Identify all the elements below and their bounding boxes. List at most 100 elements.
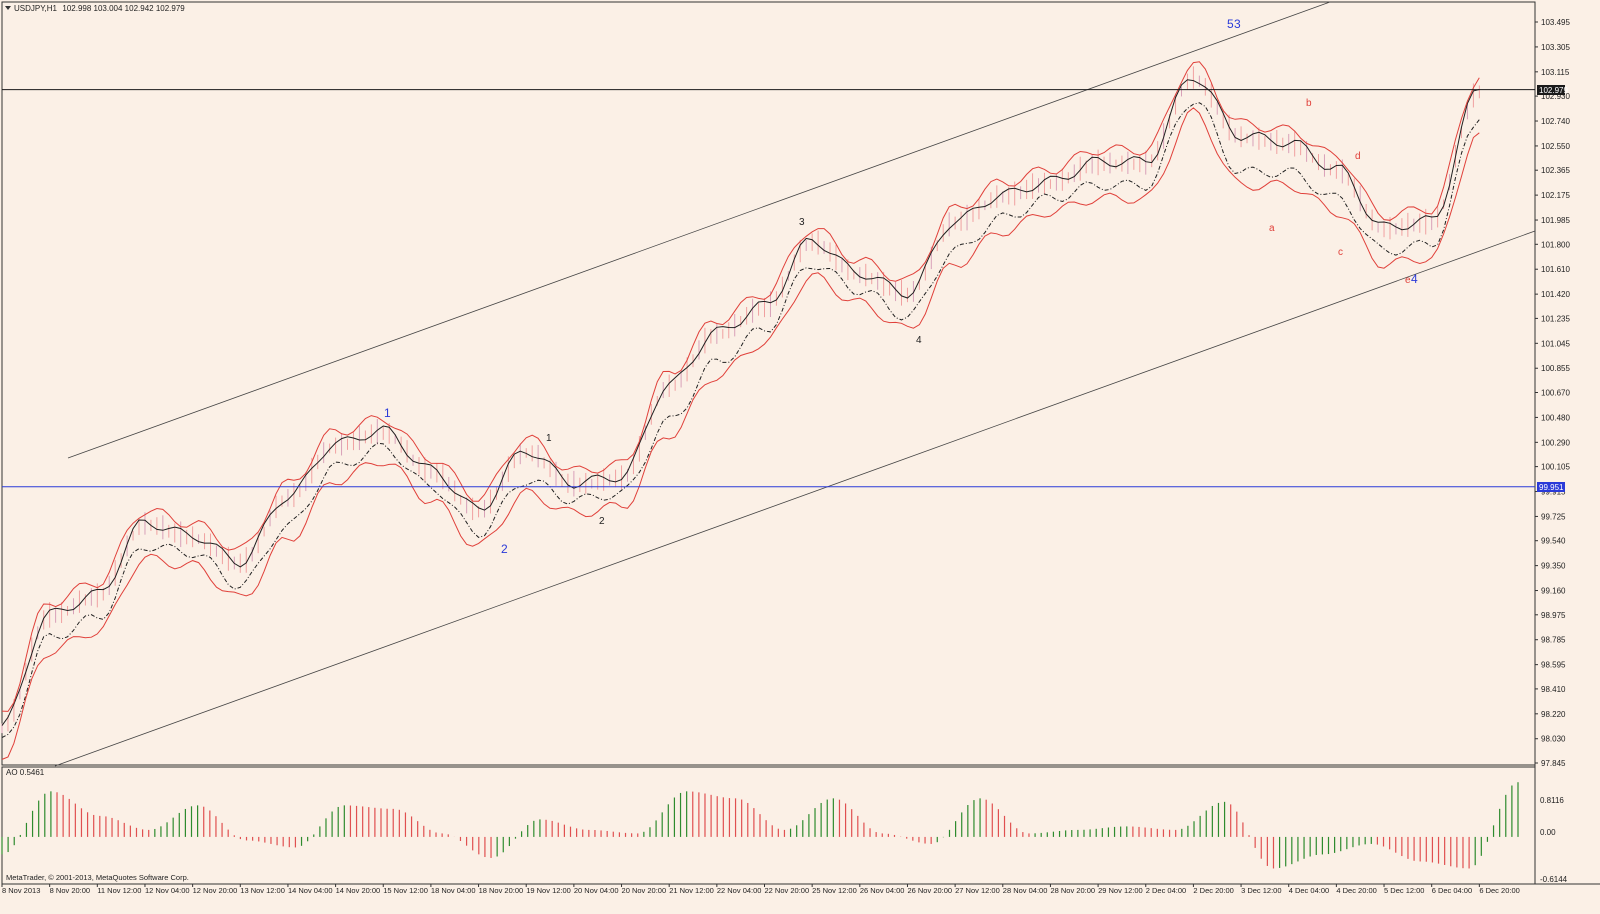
wave-label: 3 [1234, 17, 1241, 31]
price-tick-label: 100.105 [1541, 463, 1570, 472]
time-tick-label: 26 Nov 20:00 [907, 886, 952, 895]
time-tick-label: 18 Nov 20:00 [479, 886, 524, 895]
time-tick-label: 12 Nov 20:00 [193, 886, 238, 895]
price-tick-label: 100.480 [1541, 413, 1570, 422]
support-price-label: 99.951 [1539, 483, 1564, 492]
time-tick-label: 29 Nov 12:00 [1098, 886, 1143, 895]
ao-scale-top: 0.8116 [1540, 796, 1564, 805]
time-tick-label: 26 Nov 04:00 [860, 886, 905, 895]
time-tick-label: 15 Nov 12:00 [383, 886, 428, 895]
current-price-label: 102.979 [1539, 86, 1568, 95]
price-tick-label: 103.495 [1541, 18, 1570, 27]
time-tick-label: 22 Nov 04:00 [717, 886, 762, 895]
price-tick-label: 97.845 [1541, 759, 1566, 768]
time-tick-label: 4 Dec 20:00 [1336, 886, 1376, 895]
price-tick-label: 98.410 [1541, 685, 1566, 694]
ao-scale-bottom: -0.6144 [1540, 875, 1568, 884]
moving-average-lines [1, 61, 1480, 760]
price-tick-label: 103.305 [1541, 43, 1570, 52]
time-tick-label: 12 Nov 04:00 [145, 886, 190, 895]
price-tick-label: 99.160 [1541, 587, 1566, 596]
price-tick-label: 102.175 [1541, 191, 1570, 200]
time-tick-label: 28 Nov 20:00 [1050, 886, 1095, 895]
price-tick-label: 99.915 [1541, 488, 1566, 497]
time-tick-label: 21 Nov 12:00 [669, 886, 714, 895]
time-tick-label: 14 Nov 04:00 [288, 886, 333, 895]
time-tick-label: 14 Nov 20:00 [336, 886, 381, 895]
price-tick-label: 101.800 [1541, 240, 1570, 249]
ao-histogram [1, 782, 1519, 869]
wave-label: a [1269, 223, 1275, 234]
price-tick-label: 102.550 [1541, 142, 1570, 151]
wave-label: b [1306, 98, 1312, 109]
time-tick-label: 8 Nov 2013 [2, 886, 40, 895]
price-tick-label: 100.290 [1541, 438, 1570, 447]
symbol-label: USDJPY,H1 [14, 4, 58, 13]
price-tick-label: 99.725 [1541, 512, 1566, 521]
wave-label: 3 [799, 217, 805, 228]
wave-label: 1 [546, 433, 552, 444]
ao-scale-zero: 0.00 [1540, 828, 1556, 837]
price-tick-label: 100.670 [1541, 389, 1570, 398]
time-axis: 8 Nov 2013 8 Nov 20:00 11 Nov 12:00 12 Nov … [1, 884, 1520, 895]
price-tick-label: 98.785 [1541, 636, 1566, 645]
price-tick-label: 98.220 [1541, 710, 1566, 719]
price-tick-label: 99.540 [1541, 537, 1566, 546]
ma-line [1, 61, 1480, 712]
price-bars [1, 66, 1480, 734]
time-tick-label: 20 Nov 04:00 [574, 886, 619, 895]
wave-label: 2 [501, 542, 508, 556]
price-tick-label: 101.985 [1541, 216, 1570, 225]
time-tick-label: 11 Nov 12:00 [97, 886, 141, 895]
time-tick-label: 8 Nov 20:00 [50, 886, 90, 895]
wave-label: 4 [1411, 272, 1418, 286]
time-tick-label: 20 Nov 20:00 [622, 886, 667, 895]
price-tick-label: 102.365 [1541, 166, 1570, 175]
time-tick-label: 2 Dec 04:00 [1146, 886, 1186, 895]
price-tick-label: 100.855 [1541, 364, 1570, 373]
lower-channel-line[interactable] [54, 230, 1536, 767]
price-tick-label: 98.030 [1541, 735, 1566, 744]
ma-line [1, 102, 1480, 739]
wave-label: 2 [599, 516, 605, 527]
wave-label: 1 [384, 406, 391, 420]
time-tick-label: 19 Nov 12:00 [526, 886, 571, 895]
ma-line [1, 107, 1480, 760]
horizontal-price-lines[interactable] [2, 89, 1535, 488]
wave-label: e [1405, 275, 1411, 286]
ohlc-values: 102.998 103.004 102.942 102.979 [62, 4, 185, 13]
time-tick-label: 27 Nov 12:00 [955, 886, 1000, 895]
price-tick-label: 102.740 [1541, 117, 1570, 126]
price-tick-label: 98.975 [1541, 611, 1566, 620]
main-panel-border [1, 1, 1536, 766]
price-tick-label: 101.235 [1541, 314, 1570, 323]
price-tick-label: 101.420 [1541, 290, 1570, 299]
price-tick-label: 103.115 [1541, 68, 1570, 77]
symbol-dropdown-icon[interactable] [5, 6, 11, 10]
time-tick-label: 6 Dec 04:00 [1432, 886, 1472, 895]
wave-label: 4 [916, 335, 922, 346]
price-tick-label: 98.595 [1541, 661, 1566, 670]
time-tick-label: 5 Dec 12:00 [1384, 886, 1424, 895]
time-tick-label: 22 Nov 20:00 [765, 886, 810, 895]
price-axis: 103.495 103.305 103.115 102.930 102.740 102.5… [1535, 18, 1570, 768]
copyright-text: MetaTrader, © 2001-2013, MetaQuotes Soft… [6, 873, 189, 882]
time-tick-label: 6 Dec 20:00 [1479, 886, 1519, 895]
current-price-tag [1537, 85, 1565, 95]
time-tick-label: 2 Dec 20:00 [1193, 886, 1233, 895]
price-tick-label: 101.045 [1541, 339, 1570, 348]
time-tick-label: 18 Nov 04:00 [431, 886, 476, 895]
wave-label: c [1338, 247, 1343, 258]
wave-labels: 1 2 1 2 3 4 5 3 a b c d e 4 [384, 17, 1418, 556]
time-tick-label: 4 Dec 04:00 [1289, 886, 1329, 895]
wave-label: 5 [1227, 17, 1234, 31]
price-tick-label: 99.350 [1541, 562, 1566, 571]
support-price-tag [1537, 482, 1565, 492]
ma-line [1, 79, 1480, 726]
ao-panel-border [1, 766, 1536, 885]
price-tick-label: 101.610 [1541, 265, 1570, 274]
upper-channel-line[interactable] [67, 1, 1331, 459]
